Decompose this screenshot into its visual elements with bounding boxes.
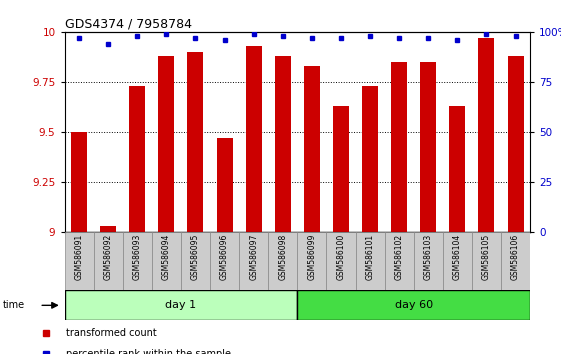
Text: transformed count: transformed count xyxy=(66,328,157,338)
Text: GSM586093: GSM586093 xyxy=(133,234,142,280)
Bar xyxy=(100,226,116,232)
Bar xyxy=(297,290,530,320)
Text: GSM586092: GSM586092 xyxy=(104,234,113,280)
Bar xyxy=(333,106,349,232)
Text: GDS4374 / 7958784: GDS4374 / 7958784 xyxy=(65,18,191,31)
Bar xyxy=(508,56,523,232)
Bar xyxy=(217,138,233,232)
Text: time: time xyxy=(3,300,25,310)
Text: GSM586099: GSM586099 xyxy=(307,234,316,280)
Bar xyxy=(501,232,530,290)
Bar xyxy=(187,52,204,232)
Bar xyxy=(275,56,291,232)
Text: day 1: day 1 xyxy=(165,300,196,310)
Text: GSM586091: GSM586091 xyxy=(75,234,84,280)
Bar xyxy=(385,232,413,290)
Bar xyxy=(362,86,378,232)
Bar xyxy=(472,232,501,290)
Bar xyxy=(327,232,356,290)
Text: GSM586100: GSM586100 xyxy=(337,234,346,280)
Bar xyxy=(449,106,466,232)
Bar xyxy=(268,232,297,290)
Bar xyxy=(356,232,385,290)
Text: GSM586095: GSM586095 xyxy=(191,234,200,280)
Bar xyxy=(479,38,494,232)
Bar xyxy=(443,232,472,290)
Bar xyxy=(65,290,297,320)
Bar xyxy=(129,86,145,232)
Text: GSM586104: GSM586104 xyxy=(453,234,462,280)
Text: percentile rank within the sample: percentile rank within the sample xyxy=(66,348,231,354)
Text: GSM586103: GSM586103 xyxy=(424,234,433,280)
Bar xyxy=(94,232,123,290)
Text: GSM586105: GSM586105 xyxy=(482,234,491,280)
Bar xyxy=(158,56,174,232)
Bar xyxy=(297,232,327,290)
Text: GSM586094: GSM586094 xyxy=(162,234,171,280)
Bar xyxy=(246,46,261,232)
Bar xyxy=(391,62,407,232)
Bar xyxy=(152,232,181,290)
Bar xyxy=(304,66,320,232)
Text: GSM586098: GSM586098 xyxy=(278,234,287,280)
Text: GSM586096: GSM586096 xyxy=(220,234,229,280)
Bar xyxy=(413,232,443,290)
Bar xyxy=(65,232,94,290)
Text: GSM586102: GSM586102 xyxy=(395,234,404,280)
Text: GSM586101: GSM586101 xyxy=(366,234,375,280)
Text: GSM586106: GSM586106 xyxy=(511,234,520,280)
Bar xyxy=(420,62,436,232)
Text: GSM586097: GSM586097 xyxy=(249,234,258,280)
Text: day 60: day 60 xyxy=(395,300,433,310)
Bar xyxy=(71,132,87,232)
Bar xyxy=(239,232,268,290)
Bar xyxy=(123,232,152,290)
Bar xyxy=(181,232,210,290)
Bar xyxy=(210,232,239,290)
